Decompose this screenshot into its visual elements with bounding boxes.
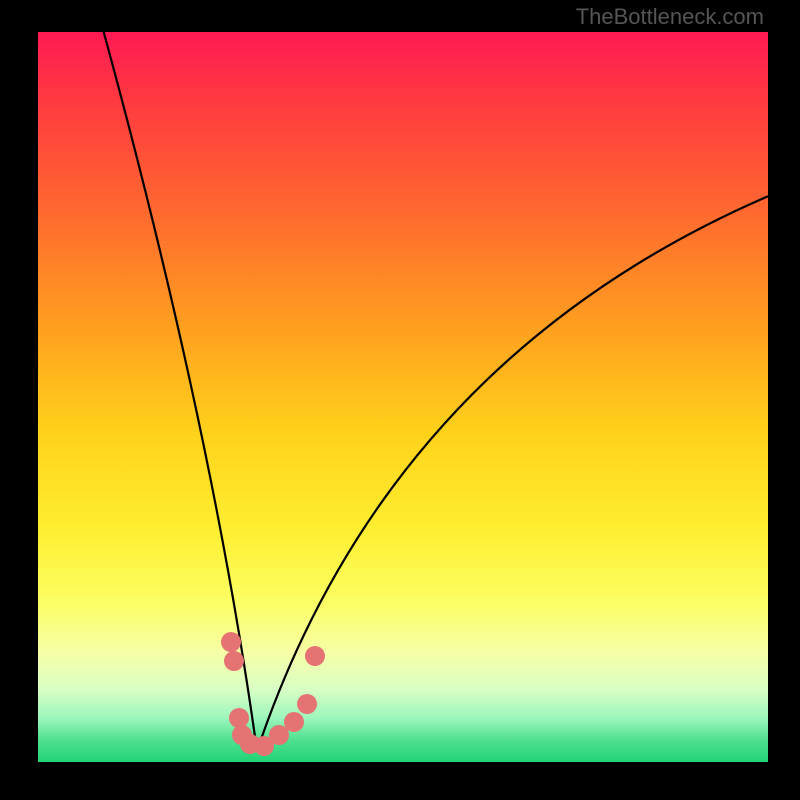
- data-marker: [284, 712, 304, 732]
- watermark-text: TheBottleneck.com: [576, 4, 764, 30]
- frame-left: [0, 0, 38, 800]
- data-marker: [221, 632, 241, 652]
- data-marker: [224, 651, 244, 671]
- data-marker: [297, 694, 317, 714]
- bottleneck-curve: [38, 32, 768, 762]
- frame-right: [768, 0, 800, 800]
- data-marker: [305, 646, 325, 666]
- curve-path: [104, 32, 768, 751]
- frame-bottom: [0, 762, 800, 800]
- plot-area: [38, 32, 768, 762]
